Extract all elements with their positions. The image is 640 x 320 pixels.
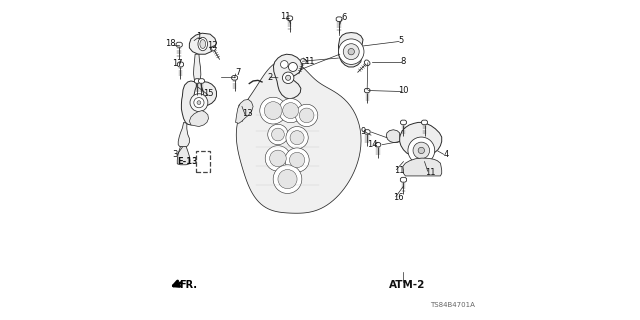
Text: 15: 15 [203, 89, 213, 98]
Polygon shape [339, 33, 363, 67]
Polygon shape [189, 33, 216, 54]
Polygon shape [273, 54, 303, 99]
Polygon shape [375, 143, 381, 147]
Circle shape [273, 165, 302, 194]
Circle shape [285, 148, 309, 172]
Text: 17: 17 [172, 59, 182, 68]
Text: 13: 13 [242, 109, 253, 118]
Circle shape [348, 49, 355, 55]
Ellipse shape [200, 40, 205, 49]
Circle shape [264, 102, 282, 120]
Polygon shape [236, 100, 253, 123]
Circle shape [343, 44, 359, 60]
Polygon shape [177, 147, 190, 165]
Polygon shape [236, 60, 361, 213]
Polygon shape [181, 81, 216, 125]
FancyBboxPatch shape [196, 151, 210, 172]
Polygon shape [387, 130, 399, 142]
Polygon shape [336, 17, 342, 21]
Polygon shape [211, 46, 216, 51]
Polygon shape [232, 76, 237, 80]
Text: 5: 5 [399, 36, 404, 45]
Text: 11: 11 [425, 168, 435, 177]
Text: 3: 3 [172, 150, 178, 159]
Text: ATM-2: ATM-2 [388, 280, 425, 290]
Text: 4: 4 [444, 150, 449, 159]
Polygon shape [193, 54, 201, 83]
Polygon shape [399, 123, 442, 157]
Polygon shape [401, 177, 406, 182]
Circle shape [282, 72, 294, 84]
Text: E-13: E-13 [177, 157, 198, 166]
Text: 2: 2 [268, 73, 273, 82]
Polygon shape [364, 88, 370, 93]
Circle shape [285, 75, 291, 80]
Polygon shape [195, 79, 200, 83]
Polygon shape [364, 130, 370, 134]
Polygon shape [189, 111, 209, 126]
Text: 6: 6 [341, 13, 347, 22]
Circle shape [289, 62, 298, 71]
Text: 7: 7 [235, 68, 241, 77]
Polygon shape [300, 59, 307, 64]
Circle shape [408, 137, 435, 164]
Text: 9: 9 [360, 127, 365, 136]
Circle shape [265, 146, 291, 171]
Circle shape [413, 142, 429, 159]
Polygon shape [403, 158, 442, 176]
Text: 12: 12 [207, 41, 218, 51]
Circle shape [339, 39, 364, 64]
Text: 16: 16 [393, 193, 403, 202]
Text: 11: 11 [280, 12, 290, 21]
Circle shape [289, 152, 305, 168]
Polygon shape [287, 16, 292, 20]
Text: 18: 18 [166, 39, 176, 48]
Polygon shape [198, 79, 204, 83]
Circle shape [283, 103, 299, 119]
Text: 10: 10 [398, 86, 409, 95]
Text: FR.: FR. [179, 280, 197, 290]
Circle shape [260, 97, 287, 124]
Text: 11: 11 [305, 57, 315, 66]
Polygon shape [178, 123, 189, 147]
Text: 1: 1 [196, 32, 201, 41]
Polygon shape [364, 60, 370, 66]
Polygon shape [177, 62, 184, 67]
Polygon shape [239, 104, 245, 109]
Polygon shape [201, 155, 206, 159]
Circle shape [418, 147, 424, 154]
Polygon shape [176, 42, 182, 47]
Circle shape [268, 124, 288, 145]
Text: 11: 11 [394, 166, 404, 175]
Text: 14: 14 [367, 140, 378, 148]
Circle shape [286, 126, 308, 149]
Polygon shape [422, 120, 428, 125]
Circle shape [269, 150, 286, 167]
Text: 8: 8 [401, 57, 406, 66]
Ellipse shape [198, 37, 207, 51]
Circle shape [278, 170, 297, 189]
Circle shape [290, 131, 304, 145]
Circle shape [197, 101, 201, 105]
Circle shape [296, 104, 318, 126]
Circle shape [280, 60, 288, 68]
Circle shape [300, 108, 314, 123]
Circle shape [278, 99, 303, 123]
Circle shape [271, 128, 284, 141]
Polygon shape [401, 120, 406, 125]
Circle shape [194, 98, 204, 108]
Text: TS84B4701A: TS84B4701A [429, 301, 474, 308]
Circle shape [190, 94, 208, 112]
